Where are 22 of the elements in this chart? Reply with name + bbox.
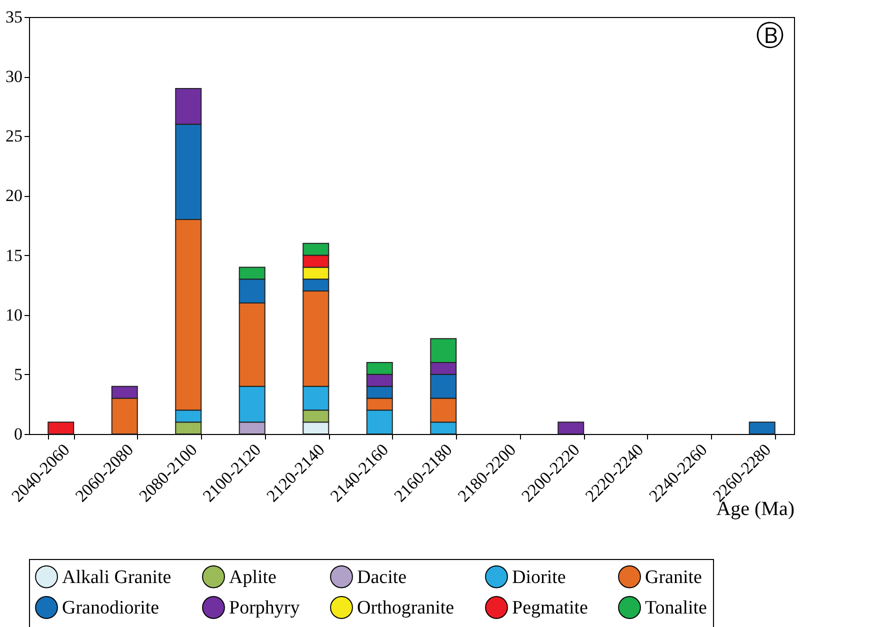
legend-label: Tonalite bbox=[645, 598, 707, 618]
legend-label: Pegmatite bbox=[512, 598, 588, 618]
y-tick-label: 35 bbox=[6, 8, 22, 26]
y-tick-label: 15 bbox=[6, 246, 22, 265]
annotation: Ⓑ bbox=[756, 21, 784, 52]
y-tick-label: 5 bbox=[14, 364, 22, 384]
legend-label: Porphyry bbox=[229, 598, 300, 618]
y-tick-label: 30 bbox=[6, 67, 22, 86]
legend-label: Aplite bbox=[229, 566, 276, 588]
legend-label: Diorite bbox=[512, 566, 566, 588]
y-tick-label: 25 bbox=[6, 126, 22, 146]
legend-label: Alkali Granite bbox=[62, 566, 172, 588]
legend-label: Dacite bbox=[357, 566, 407, 588]
y-tick-label: 0 bbox=[14, 424, 22, 444]
legend-label: Granite bbox=[645, 566, 702, 588]
bar bbox=[748, 422, 776, 434]
legend-label: Granodiorite bbox=[62, 598, 160, 618]
bar bbox=[48, 422, 74, 434]
y-tick-label: 20 bbox=[6, 186, 22, 206]
legend-label: Orthogranite bbox=[357, 598, 454, 618]
bar bbox=[558, 422, 584, 434]
y-tick-label: 10 bbox=[6, 305, 22, 324]
